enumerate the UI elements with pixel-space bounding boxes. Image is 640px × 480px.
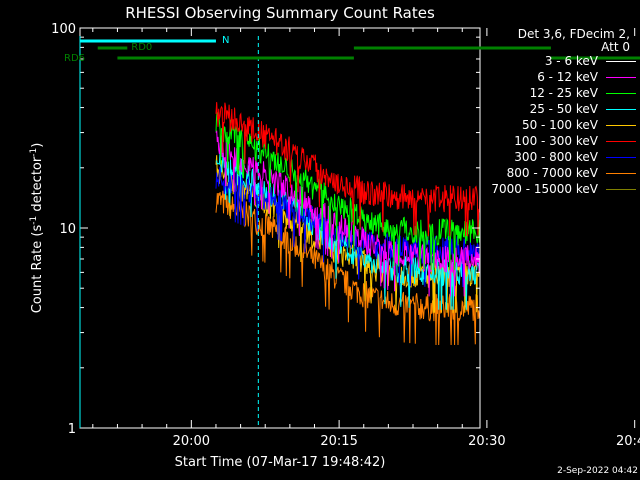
y-axis-label-main: Count Rate (s xyxy=(30,225,45,314)
flag-label-rd0: RD0 xyxy=(131,42,152,53)
legend-item: 7000 - 15000 keV xyxy=(482,182,640,198)
y-axis-label-sup2: -1 xyxy=(29,148,39,157)
legend-label: 3 - 6 keV xyxy=(544,54,598,68)
series-line-5 xyxy=(215,101,480,237)
legend-item: 25 - 50 keV xyxy=(482,102,640,118)
legend-title-line1: Det 3,6, FDecim 2, xyxy=(517,27,630,41)
legend-label: 12 - 25 keV xyxy=(529,86,598,100)
legend-item: 800 - 7000 keV xyxy=(482,166,640,182)
legend-swatch xyxy=(606,109,636,110)
legend-label: 300 - 800 keV xyxy=(514,150,598,164)
y-axis-label: Count Rate (s-1 detector-1) xyxy=(29,143,45,314)
flag-label-rd6: RD6 xyxy=(64,53,85,64)
y-axis-label-mid: detector xyxy=(30,156,45,216)
x-tick-label: 20:15 xyxy=(320,434,357,449)
legend-label: 50 - 100 keV xyxy=(521,118,598,132)
legend-item: 12 - 25 keV xyxy=(482,86,640,102)
legend-item: 3 - 6 keV xyxy=(482,54,640,70)
legend-swatch xyxy=(606,173,636,174)
legend-swatch xyxy=(606,157,636,158)
legend-label: 25 - 50 keV xyxy=(529,102,598,116)
legend-item: 6 - 12 keV xyxy=(482,70,640,86)
x-tick-label: 20:45 xyxy=(616,434,640,449)
legend-item: 50 - 100 keV xyxy=(482,118,640,134)
legend-swatch xyxy=(606,77,636,78)
series-line-2 xyxy=(215,112,480,270)
legend-swatch xyxy=(606,189,636,190)
legend-swatch xyxy=(606,141,636,142)
y-axis-label-sup1: -1 xyxy=(29,216,39,225)
legend-label: 6 - 12 keV xyxy=(537,70,598,84)
x-tick-label: 20:00 xyxy=(173,434,210,449)
x-axis-label: Start Time (07-Mar-17 19:48:42) xyxy=(175,455,386,470)
legend-item: 300 - 800 keV xyxy=(482,150,640,166)
legend-label: 100 - 300 keV xyxy=(514,134,598,148)
legend-swatch xyxy=(606,61,636,62)
y-tick-label: 100 xyxy=(51,22,76,37)
legend-title-line2: Att 0 xyxy=(601,40,630,54)
legend-label: 7000 - 15000 keV xyxy=(491,182,598,196)
y-tick-label: 1 xyxy=(68,422,76,437)
flag-label-n: N xyxy=(222,35,229,46)
y-tick-label: 10 xyxy=(59,222,76,237)
legend-item: 100 - 300 keV xyxy=(482,134,640,150)
legend-swatch xyxy=(606,125,636,126)
y-axis-label-end: ) xyxy=(30,143,45,148)
x-tick-label: 20:30 xyxy=(468,434,505,449)
series-line-3 xyxy=(215,150,480,310)
series-line-7 xyxy=(215,190,480,346)
chart-title: RHESSI Observing Summary Count Rates xyxy=(125,4,435,22)
series-line-0 xyxy=(215,90,480,128)
footer-date: 2-Sep-2022 04:42 xyxy=(557,466,638,476)
legend-swatch xyxy=(606,93,636,94)
legend-label: 800 - 7000 keV xyxy=(506,166,598,180)
